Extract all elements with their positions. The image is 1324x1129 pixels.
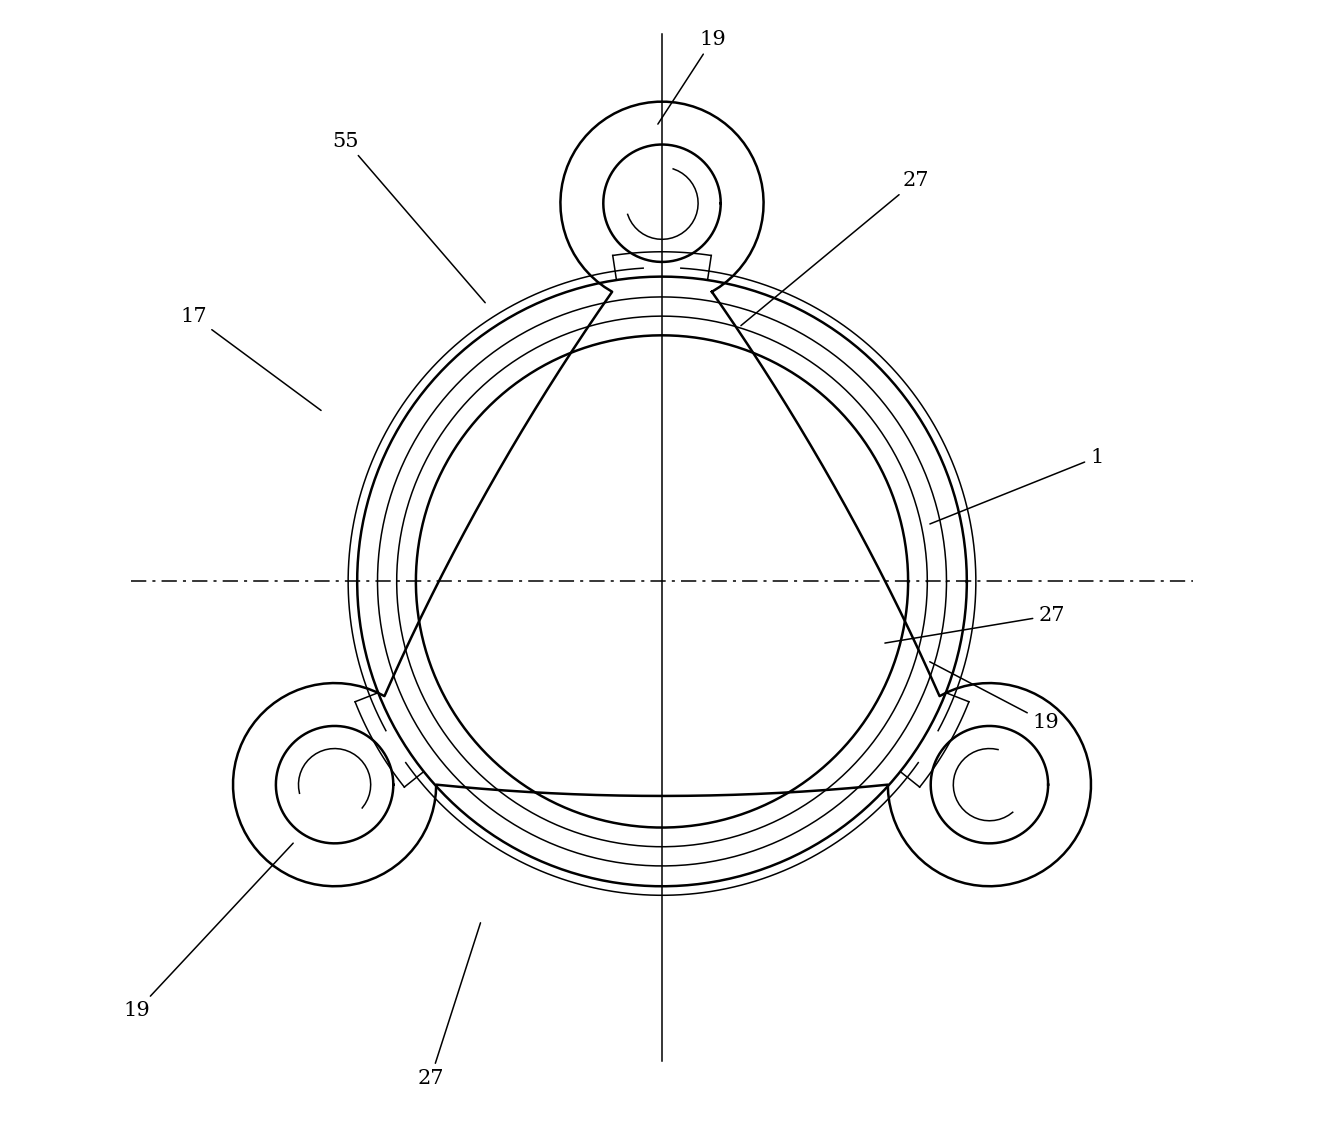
Text: 19: 19 [658, 30, 726, 124]
Text: 55: 55 [332, 132, 485, 303]
Text: 1: 1 [929, 448, 1103, 524]
Text: 19: 19 [123, 843, 293, 1019]
Text: 27: 27 [884, 606, 1064, 644]
Text: 17: 17 [180, 307, 320, 411]
Text: 27: 27 [417, 922, 481, 1087]
Text: 19: 19 [929, 662, 1059, 732]
Text: 27: 27 [741, 172, 929, 325]
